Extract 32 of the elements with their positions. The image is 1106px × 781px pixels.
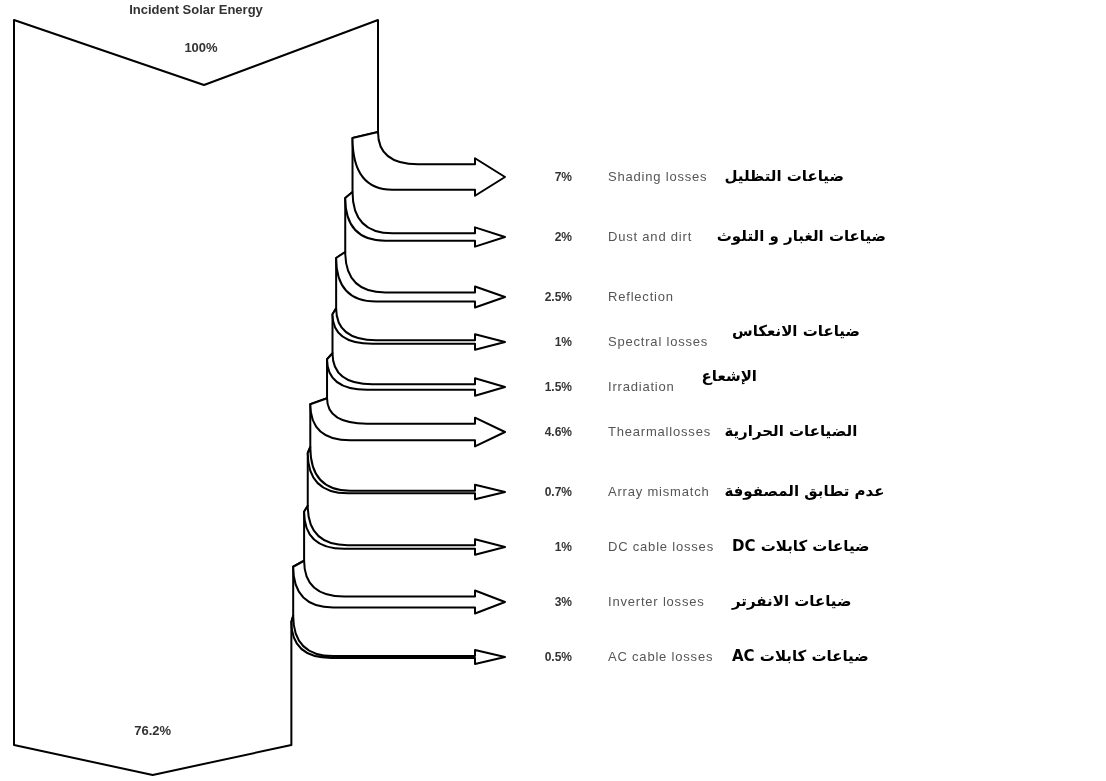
category-label: ضياعات الغبار و التلوث: [716, 227, 887, 245]
category-label: ضياعات كابلات AC: [732, 647, 869, 665]
data-label: 1%: [554, 335, 573, 349]
text: 76.2%: [134, 723, 172, 738]
category-label: ضياعات الانفرتر: [732, 592, 852, 610]
category-label: ضياعات التظليل: [724, 167, 844, 185]
category-label: Shading losses: [608, 169, 708, 184]
category-label: Inverter losses: [608, 594, 705, 609]
category-label: Spectral losses: [608, 334, 709, 349]
data-label: 2%: [554, 230, 573, 244]
data-label: 1%: [554, 540, 573, 554]
category-label: DC cable losses: [608, 539, 714, 554]
data-label: 7%: [554, 170, 573, 184]
category-label: الضياعات الحرارية: [724, 422, 858, 440]
data-label: 1.5%: [544, 380, 573, 394]
category-label: Irradiation: [608, 379, 675, 394]
text: Incident Solar Energy: [129, 2, 264, 17]
category-label: Thearmallosses: [608, 424, 711, 439]
category-label: ضياعات كابلات DC: [732, 537, 870, 555]
data-label: 4.6%: [544, 425, 573, 439]
category-label: AC cable losses: [608, 649, 714, 664]
data-label: 3%: [554, 595, 573, 609]
data-label: 0.7%: [544, 485, 573, 499]
category-label: عدم تطابق المصفوفة: [724, 482, 885, 500]
text: 100%: [184, 40, 219, 55]
category-label: Array mismatch: [608, 484, 710, 499]
data-label: 2.5%: [544, 290, 573, 304]
data-label: 0.5%: [544, 650, 573, 664]
category-label: Dust and dirt: [608, 229, 693, 244]
category-label: ضياعات الانعكاس: [732, 322, 860, 340]
category-label: الإشعاع: [701, 367, 758, 385]
category-label: Reflection: [608, 289, 674, 304]
